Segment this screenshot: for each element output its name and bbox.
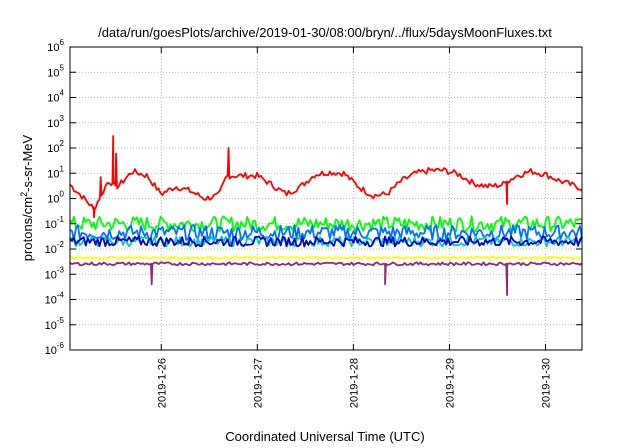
y-tick-label: 10-2 (45, 240, 65, 256)
x-tick-label: 2019-1-27 (252, 358, 264, 408)
y-tick-label: 102 (47, 139, 64, 155)
series-line-4 (69, 235, 583, 248)
y-tick-label: 104 (47, 89, 64, 105)
series-line-3 (69, 235, 583, 248)
chart-title: /data/run/goesPlots/archive/2019-01-30/0… (98, 25, 552, 40)
y-tick-label: 101 (47, 164, 64, 180)
y-tick-label: 100 (47, 190, 64, 206)
x-tick-label: 2019-1-26 (156, 358, 168, 408)
x-axis-label: Coordinated Universal Time (UTC) (225, 429, 424, 444)
x-tick-label: 2019-1-30 (540, 358, 552, 408)
y-tick-label: 10-1 (45, 215, 65, 231)
x-tick-label: 2019-1-29 (444, 358, 456, 408)
y-tick-label: 106 (47, 38, 64, 54)
series-line-1 (69, 215, 583, 233)
series-line-5 (69, 255, 583, 260)
grid (70, 47, 582, 350)
series-group (69, 135, 583, 296)
y-tick-label: 10-3 (45, 265, 65, 281)
x-tick-label: 2019-1-28 (348, 358, 360, 408)
y-tick-label: 10-4 (45, 291, 65, 307)
y-axis-label: protons/cm2-s-sr-MeV (19, 134, 35, 261)
series-line-6 (69, 261, 583, 296)
series-line-0 (69, 135, 583, 219)
y-tick-label: 103 (47, 114, 64, 130)
y-tick-label: 10-6 (45, 341, 65, 357)
y-tick-label: 105 (47, 63, 64, 79)
y-axis: 10-6 10-5 10-4 10-3 10-2 10-1 100 101 102 103 104 1… (45, 38, 582, 357)
x-axis: 2019-1-26 2019-1-27 2019-1-28 2019-1-29 2019… (156, 47, 552, 408)
y-tick-label: 10-5 (45, 316, 65, 332)
